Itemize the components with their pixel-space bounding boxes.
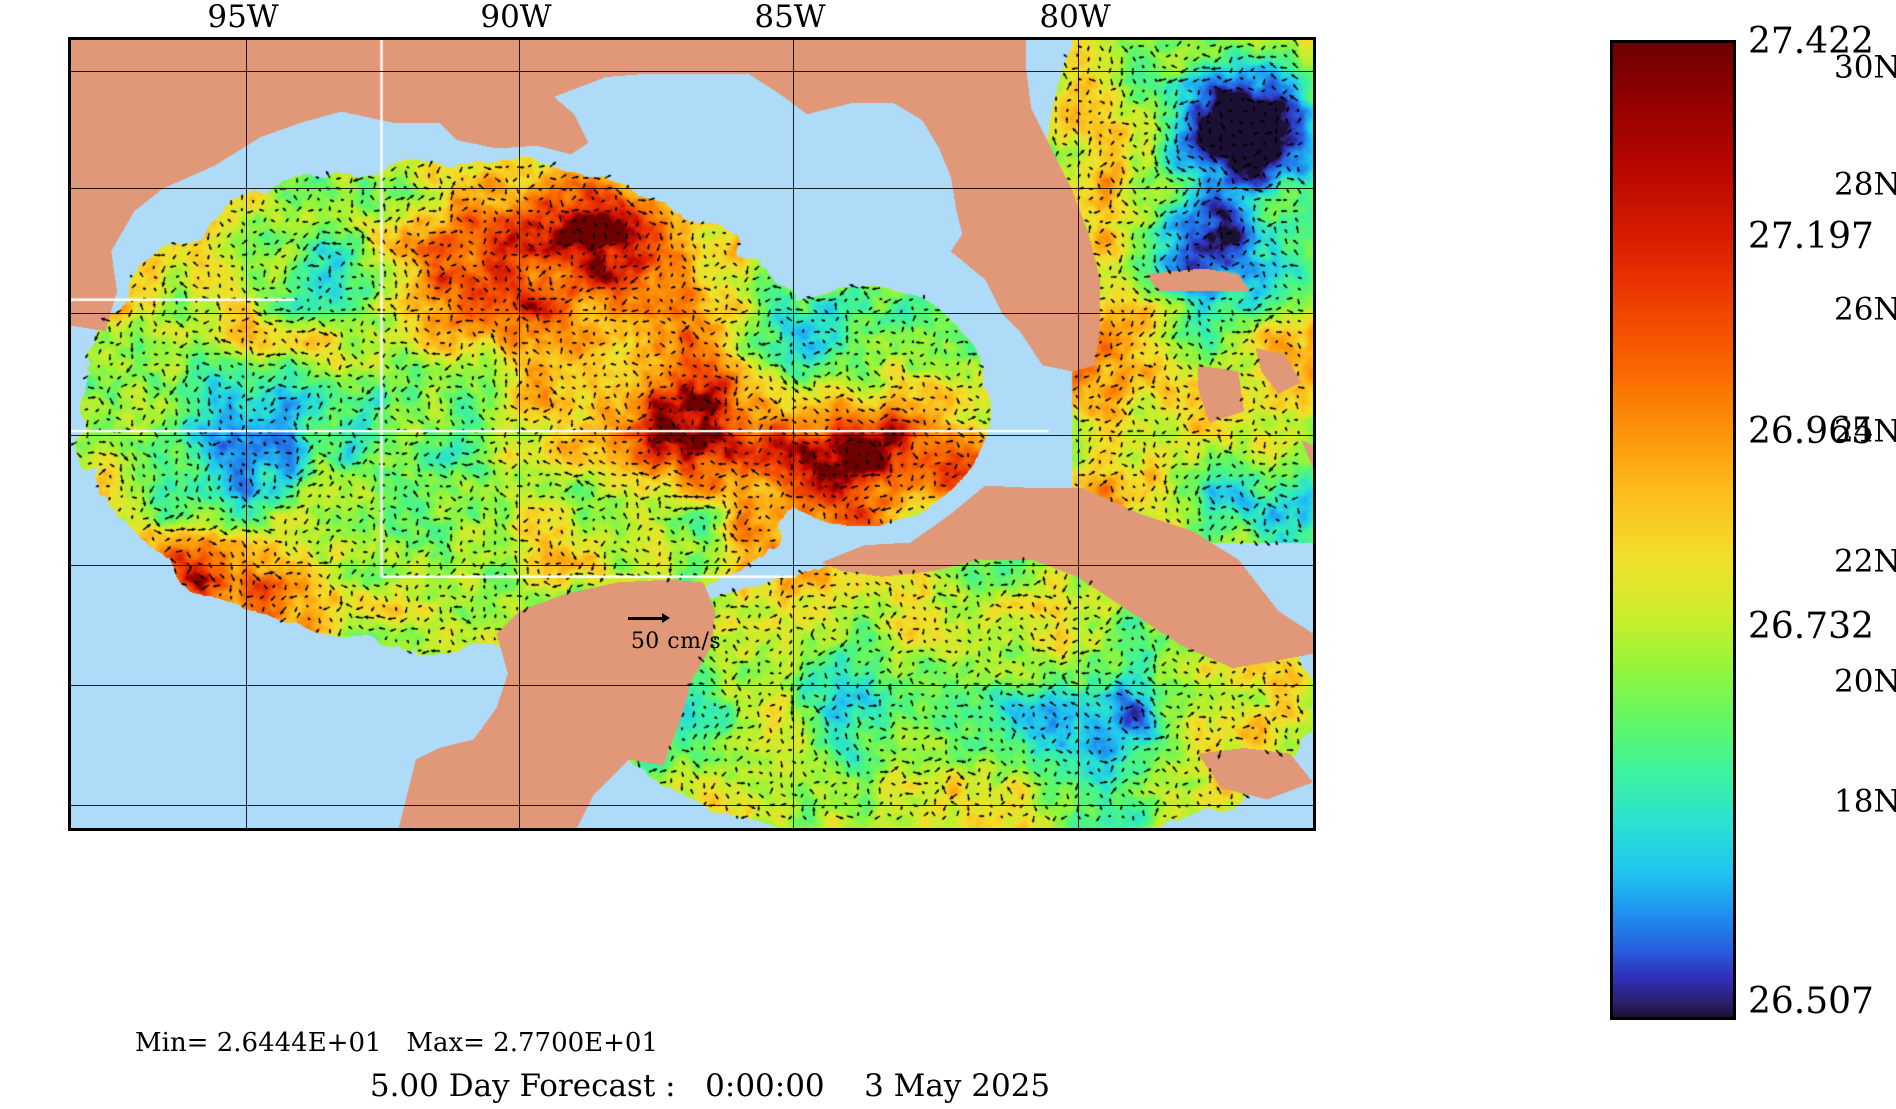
y-tick-26n: 26N (1834, 291, 1896, 328)
y-tick-20n: 20N (1834, 663, 1896, 700)
map-plot-area[interactable]: 50 cm/s (68, 37, 1316, 831)
colorbar-label-min: 26.507 (1748, 981, 1874, 1022)
colorbar-label-2: 27.197 (1748, 216, 1874, 257)
colorbar-gradient (1610, 40, 1736, 1020)
y-tick-22n: 22N (1834, 543, 1896, 580)
colorbar (1610, 40, 1736, 1020)
colorbar-label-3: 26.965 (1748, 411, 1874, 452)
x-tick-80w: 80W (1039, 0, 1111, 35)
y-tick-30n: 30N (1834, 49, 1896, 86)
x-tick-85w: 85W (754, 0, 826, 35)
x-tick-90w: 90W (480, 0, 552, 35)
min-max-annotation: Min= 2.6444E+01 Max= 2.7700E+01 (135, 1028, 659, 1058)
colorbar-label-max: 27.422 (1748, 21, 1874, 62)
sst-current-field (71, 40, 1313, 828)
y-tick-28n: 28N (1834, 166, 1896, 203)
y-tick-24n: 24N (1834, 413, 1896, 450)
colorbar-label-4: 26.732 (1748, 606, 1874, 647)
y-tick-18n: 18N (1834, 783, 1896, 820)
x-tick-95w: 95W (207, 0, 279, 35)
forecast-title: 5.00 Day Forecast : 0:00:00 3 May 2025 (369, 1068, 1051, 1104)
